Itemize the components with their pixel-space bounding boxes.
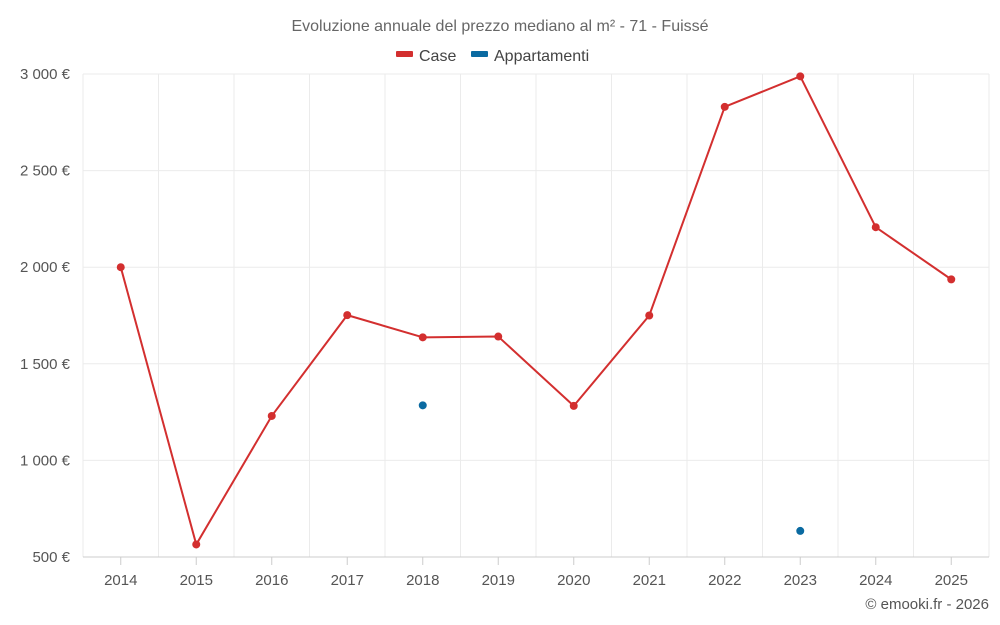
point-case-2016[interactable]: [267, 411, 276, 420]
point-appartamenti-2023[interactable]: [796, 526, 805, 535]
y-tick-label-3000: 3 000 €: [20, 66, 71, 83]
point-case-2021[interactable]: [645, 311, 654, 320]
grid: [82, 73, 990, 558]
y-tick-label-1500: 1 500 €: [20, 356, 71, 373]
chart-title: Evoluzione annuale del prezzo mediano al…: [291, 18, 708, 35]
x-tick-label-2023: 2023: [784, 572, 817, 589]
point-case-2022[interactable]: [720, 102, 729, 111]
x-tick-label-2015: 2015: [180, 572, 213, 589]
y-tick-label-1000: 1 000 €: [20, 452, 71, 469]
legend: Case Appartamenti: [396, 48, 589, 65]
legend-label-appartamenti: Appartamenti: [494, 48, 589, 65]
point-case-2023[interactable]: [796, 72, 805, 81]
point-case-2015[interactable]: [192, 540, 201, 549]
y-tick-label-2000: 2 000 €: [20, 259, 71, 276]
point-case-2017[interactable]: [343, 311, 352, 320]
point-case-2014[interactable]: [116, 263, 125, 272]
legend-item-appartamenti[interactable]: Appartamenti: [471, 48, 589, 65]
x-tick-label-2022: 2022: [708, 572, 741, 589]
series-layer: [116, 72, 956, 549]
legend-label-case: Case: [419, 48, 456, 65]
series-case: [116, 72, 956, 549]
x-tick-label-2018: 2018: [406, 572, 439, 589]
credit-text: © emooki.fr - 2026: [865, 596, 989, 613]
y-tick-label-500: 500 €: [32, 549, 70, 566]
y-tick-label-2500: 2 500 €: [20, 163, 71, 180]
x-tick-label-2017: 2017: [331, 572, 364, 589]
series-appartamenti: [418, 401, 805, 535]
point-appartamenti-2018[interactable]: [418, 401, 427, 410]
point-case-2025[interactable]: [947, 275, 956, 284]
legend-item-case[interactable]: Case: [396, 48, 456, 65]
series-line-case: [119, 75, 952, 546]
point-case-2018[interactable]: [418, 333, 427, 342]
x-tick-label-2016: 2016: [255, 572, 288, 589]
legend-swatch-appartamenti: [471, 51, 488, 57]
point-case-2024[interactable]: [871, 223, 880, 232]
y-axis: 500 € 1 000 € 1 500 € 2 000 € 2 500 € 3 000 €: [20, 66, 71, 566]
x-tick-label-2025: 2025: [935, 572, 968, 589]
x-tick-label-2020: 2020: [557, 572, 590, 589]
x-tick-label-2021: 2021: [633, 572, 666, 589]
legend-swatch-case: [396, 51, 413, 57]
point-case-2019[interactable]: [494, 332, 503, 341]
x-tick-label-2014: 2014: [104, 572, 137, 589]
x-tick-label-2024: 2024: [859, 572, 892, 589]
x-tick-label-2019: 2019: [482, 572, 515, 589]
x-axis: 2014 2015 2016 2017 2018 2019 2020 2021 2022 2023…: [83, 556, 989, 589]
point-case-2020[interactable]: [569, 401, 578, 410]
